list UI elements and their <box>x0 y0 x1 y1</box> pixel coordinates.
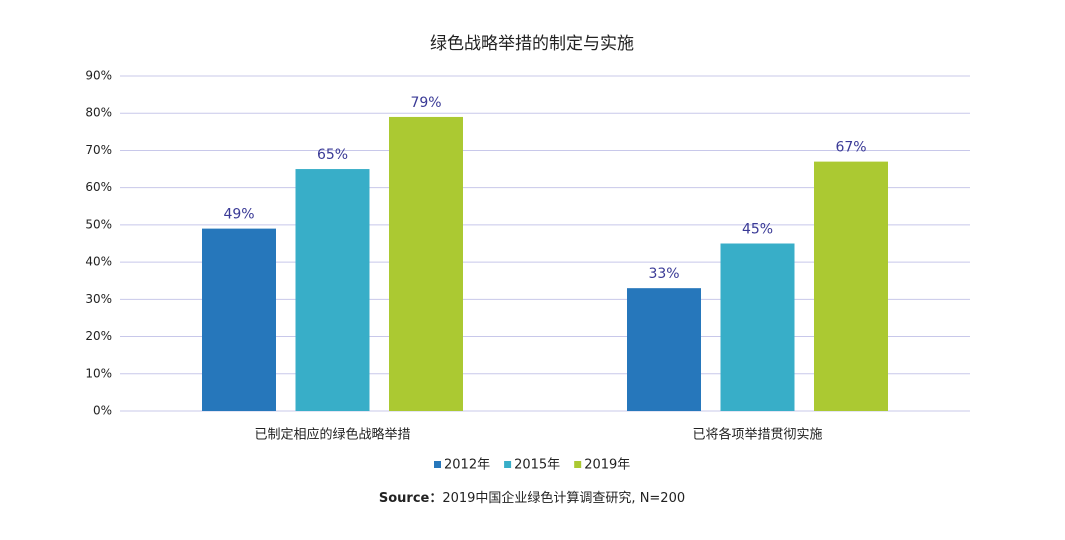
legend-swatch <box>434 461 441 468</box>
value-label: 67% <box>835 140 866 156</box>
value-label: 79% <box>410 95 441 111</box>
bar <box>389 116 463 411</box>
source-text: 2019中国企业绿色计算调查研究, N=200 <box>442 490 685 506</box>
y-tick-label: 80% <box>85 106 112 120</box>
value-label: 33% <box>648 266 679 282</box>
y-tick-label: 60% <box>85 180 112 194</box>
legend-label: 2015年 <box>514 458 560 473</box>
legend-label: 2012年 <box>444 458 490 473</box>
y-tick-label: 0% <box>93 404 112 418</box>
legend: 2012年 2015年 2019年 <box>434 458 630 473</box>
y-tick-label: 30% <box>85 292 112 306</box>
bar <box>814 161 888 411</box>
y-tick-label: 50% <box>85 217 112 231</box>
bar <box>627 288 701 411</box>
source-label: Source： <box>379 491 442 506</box>
y-tick-label: 40% <box>85 255 112 269</box>
bar <box>295 169 370 411</box>
y-tick-label: 10% <box>85 366 112 380</box>
y-tick-label: 90% <box>85 69 112 83</box>
legend-label: 2019年 <box>584 458 630 473</box>
value-label: 45% <box>742 222 773 238</box>
legend-swatch <box>504 461 512 468</box>
chart-title: 绿色战略举措的制定与实施 <box>430 34 634 54</box>
bar <box>202 228 276 411</box>
legend-swatch <box>574 461 582 468</box>
value-label: 49% <box>223 207 254 223</box>
y-tick-label: 70% <box>85 143 112 157</box>
x-tick-label: 已制定相应的绿色战略举措 <box>254 427 410 443</box>
source: Source：2019中国企业绿色计算调查研究, N=200 <box>379 490 685 506</box>
y-tick-label: 20% <box>85 329 112 343</box>
bar <box>720 243 795 411</box>
x-tick-label: 已将各项举措贯彻实施 <box>692 427 822 443</box>
value-label: 65% <box>317 147 348 163</box>
